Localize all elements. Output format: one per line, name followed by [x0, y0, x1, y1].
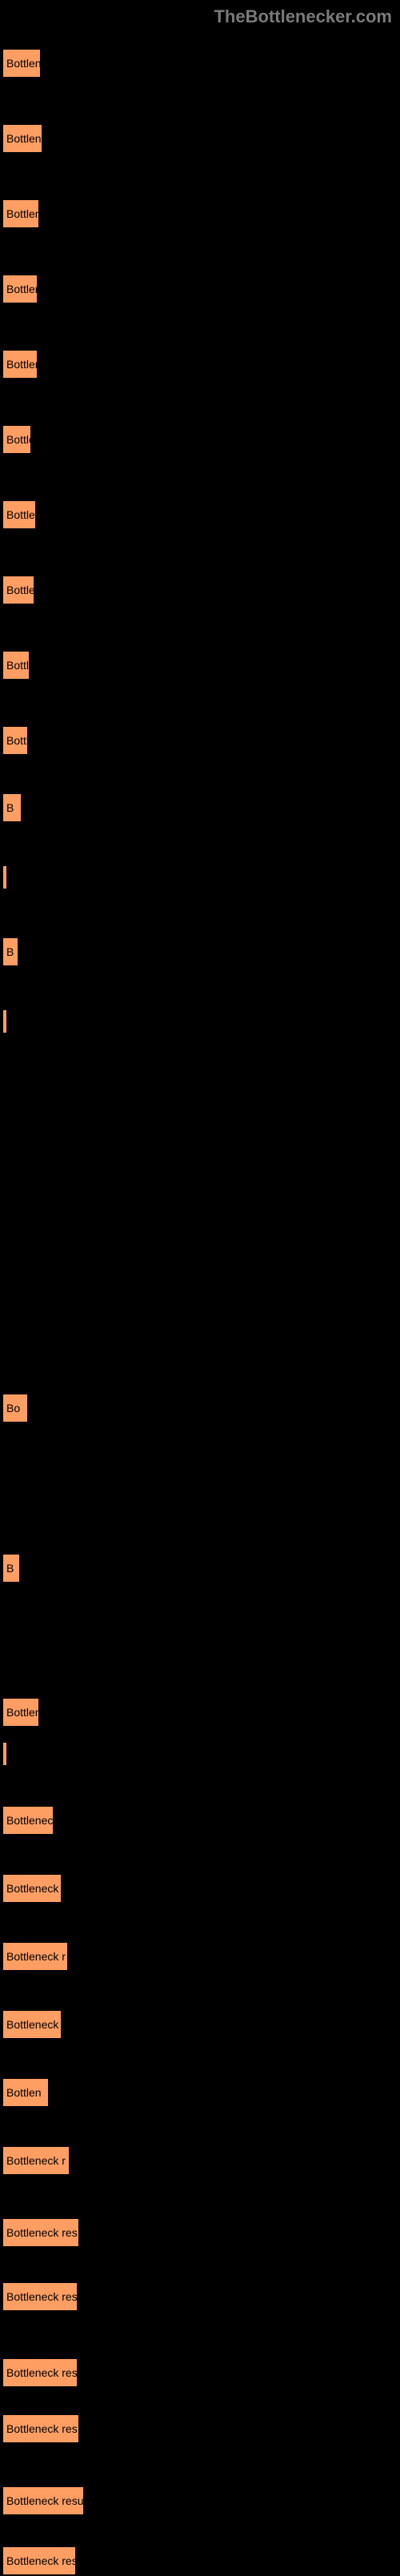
bar[interactable]: Bottleneck r: [2, 2145, 70, 2176]
bar-label: Bo: [6, 1402, 20, 1414]
bar-label: Bottleneck res: [6, 2366, 78, 2379]
bar-label: Bottleneck result: [6, 132, 43, 145]
bar[interactable]: Bottleneck result: [2, 199, 40, 229]
bar[interactable]: Bottleneck res: [2, 2281, 78, 2312]
bar-chart: Bottleneck result Bottleneck result Bottle…: [0, 24, 400, 2554]
bar-label: Bottleneck res: [6, 2226, 78, 2239]
bar-label: Bottleneck res: [6, 2554, 77, 2567]
bar[interactable]: Bo: [2, 1393, 29, 1423]
bar[interactable]: Bottleneck res: [2, 2357, 78, 2388]
bar[interactable]: B: [2, 937, 19, 967]
bar[interactable]: Bottleneck: [2, 575, 35, 605]
bar[interactable]: Bottleneck: [2, 349, 38, 379]
bar-label: Bottleneck result: [6, 207, 40, 220]
bar-label: Bottleneck res: [6, 2422, 78, 2435]
bar-label: Bottleneck: [6, 1814, 54, 1827]
bar[interactable]: Bottleneck res: [2, 2413, 80, 2444]
bar-label: Bottleneck r: [6, 2154, 66, 2167]
bar-label: Bottleneck result: [6, 57, 42, 70]
bar[interactable]: Bottleneck: [2, 725, 29, 756]
bar[interactable]: B: [2, 1553, 21, 1583]
bar-label: Bottlen: [6, 2086, 42, 2099]
bar[interactable]: Bottleneck result: [2, 274, 38, 304]
bar-label: B: [6, 945, 14, 958]
bar[interactable]: [2, 1741, 8, 1767]
bar[interactable]: Bottleneck resu: [2, 2486, 85, 2516]
bar-label: B: [6, 801, 14, 814]
bar[interactable]: Bottleneck res: [2, 2217, 80, 2248]
bar[interactable]: Bottleneck: [2, 1805, 54, 1836]
bar-label: Bottleneck: [6, 584, 35, 596]
bar[interactable]: Bottleneck r: [2, 1941, 69, 1972]
bar[interactable]: Bottlen: [2, 2077, 50, 2108]
bar-label: Bottleneck res: [6, 2290, 78, 2303]
bar-label: B: [6, 1562, 14, 1575]
bar-label: Bottleneck r: [6, 1950, 66, 1963]
bar[interactable]: Bottleneck result: [2, 123, 43, 154]
bar-label: Bottleneck: [6, 734, 29, 747]
bar[interactable]: Bottleneck res: [2, 2546, 77, 2576]
bar[interactable]: Bottleneck: [2, 2009, 62, 2040]
bar[interactable]: Bottleneck: [2, 1697, 40, 1727]
bar[interactable]: Bottleneck: [2, 1873, 62, 1904]
bar[interactable]: [2, 865, 8, 890]
bar[interactable]: [2, 1009, 8, 1034]
bar-label: Bottleneck: [6, 358, 38, 371]
bar-label: Bottleneck: [6, 1706, 40, 1719]
bar[interactable]: B: [2, 792, 22, 823]
bar[interactable]: Bottleneck: [2, 650, 30, 680]
bar-label: Bottleneck: [6, 2018, 58, 2031]
bar[interactable]: Bottleneck result: [2, 48, 42, 78]
bar-label: Bottleneck: [6, 659, 30, 672]
bar[interactable]: Bottleneck: [2, 500, 37, 530]
bar-label: Bottleneck: [6, 1882, 58, 1895]
bar-label: Bottleneck resu: [6, 2494, 84, 2507]
bar[interactable]: Bottleneck: [2, 424, 32, 455]
bar-label: Bottleneck: [6, 508, 37, 521]
bar-label: Bottleneck: [6, 433, 32, 446]
bar-label: Bottleneck result: [6, 283, 38, 295]
